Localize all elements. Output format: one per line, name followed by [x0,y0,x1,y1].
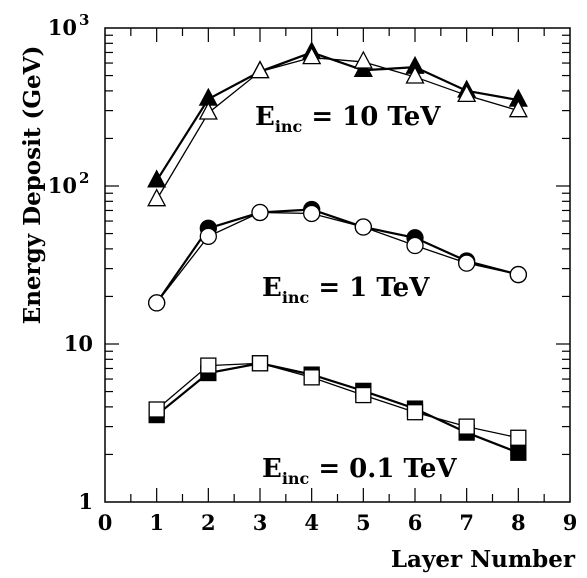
series-line [155,362,519,454]
x-tick-label: 8 [511,510,526,535]
open-triangle-point [508,99,528,118]
open-triangle-point [353,50,373,69]
open-circle-point [199,227,217,246]
plot-frame [104,27,571,503]
open-square-point [406,404,424,421]
energy-label: Einc = 1 TeV [262,273,430,307]
x-tick-label: 1 [149,510,164,535]
series-line [156,211,519,304]
open-triangle-point [457,83,477,103]
open-triangle-series [147,46,528,207]
y-tick-label: 10 [48,15,77,40]
y-tick-exponent: 3 [79,11,89,29]
open-circle-series [148,203,527,312]
open-square-point [303,369,320,386]
data-series [147,41,528,461]
open-square-point [148,401,165,418]
x-tick-label: 4 [304,510,319,535]
open-square-point [510,429,527,446]
energy-label: Einc = 10 TeV [255,102,441,136]
open-circle-point [251,203,269,222]
open-square-series [148,355,527,446]
open-circle-point [148,294,166,312]
open-circle-point [406,236,424,255]
open-square-point [251,355,269,372]
y-axis-title: Energy Deposit (GeV) [19,46,46,325]
energy-annotations: Einc = 10 TeV Einc = 1 TeV Einc = 0.1 TeV [255,102,457,488]
open-triangle-point [147,188,167,207]
series-line [155,51,519,182]
open-circle-point [303,204,321,223]
open-circle-point [509,265,527,284]
open-circle-point [458,254,476,272]
open-square-point [458,418,475,435]
x-tick-label: 3 [253,510,268,535]
filled-square-point [510,444,527,461]
open-triangle-point [302,46,322,65]
filled-triangle-point [147,169,167,188]
series-line [156,56,519,200]
plot-border [104,27,571,503]
open-circle-point [354,218,372,236]
y-tick-label: 1 [78,489,93,514]
open-triangle-point [405,65,425,84]
y-tick-exponent: 2 [79,169,89,187]
energy-label: Einc = 0.1 TeV [262,454,457,488]
x-tick-label: 7 [459,510,474,535]
x-axis-title: Layer Number [391,546,576,573]
open-square-point [355,386,372,404]
series-line [155,208,519,304]
open-square-point [200,357,217,374]
y-tick-label: 10 [48,173,77,198]
series-line [156,362,519,439]
x-tick-label: 9 [563,510,578,535]
x-tick-label: 0 [98,510,113,535]
x-tick-label: 5 [356,510,371,535]
axis-ticks [105,28,570,502]
x-tick-label: 6 [408,510,423,535]
x-tick-label: 2 [201,510,216,535]
open-triangle-point [250,60,270,79]
y-tick-label: 10 [64,331,93,356]
open-triangle-point [198,101,218,120]
